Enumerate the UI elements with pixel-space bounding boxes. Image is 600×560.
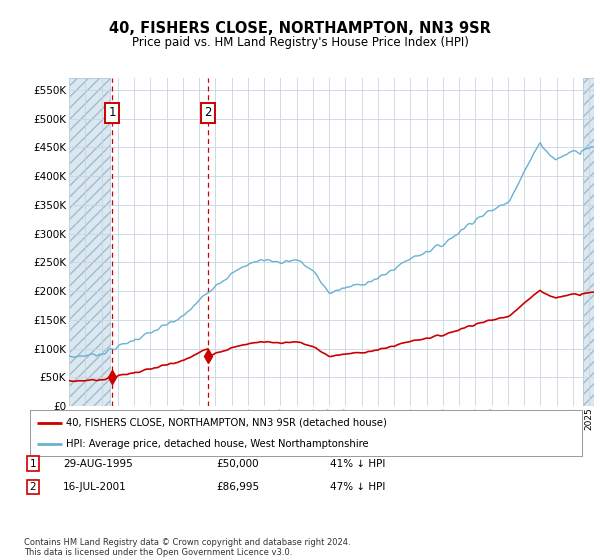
- Bar: [583, 78, 594, 406]
- Text: 16-JUL-2001: 16-JUL-2001: [63, 482, 127, 492]
- Text: Price paid vs. HM Land Registry's House Price Index (HPI): Price paid vs. HM Land Registry's House …: [131, 36, 469, 49]
- Text: 29-AUG-1995: 29-AUG-1995: [63, 459, 133, 469]
- Text: 1: 1: [109, 106, 116, 119]
- Text: £86,995: £86,995: [216, 482, 259, 492]
- Text: Contains HM Land Registry data © Crown copyright and database right 2024.
This d: Contains HM Land Registry data © Crown c…: [24, 538, 350, 557]
- Text: 47% ↓ HPI: 47% ↓ HPI: [330, 482, 385, 492]
- Text: 1: 1: [29, 459, 37, 469]
- Bar: [583, 78, 594, 406]
- Bar: [69, 78, 110, 406]
- Text: 40, FISHERS CLOSE, NORTHAMPTON, NN3 9SR (detached house): 40, FISHERS CLOSE, NORTHAMPTON, NN3 9SR …: [66, 418, 387, 428]
- Text: HPI: Average price, detached house, West Northamptonshire: HPI: Average price, detached house, West…: [66, 439, 368, 449]
- Text: 2: 2: [29, 482, 37, 492]
- Text: 40, FISHERS CLOSE, NORTHAMPTON, NN3 9SR: 40, FISHERS CLOSE, NORTHAMPTON, NN3 9SR: [109, 21, 491, 36]
- Text: £50,000: £50,000: [216, 459, 259, 469]
- Bar: [69, 78, 110, 406]
- Text: 2: 2: [204, 106, 212, 119]
- Text: 41% ↓ HPI: 41% ↓ HPI: [330, 459, 385, 469]
